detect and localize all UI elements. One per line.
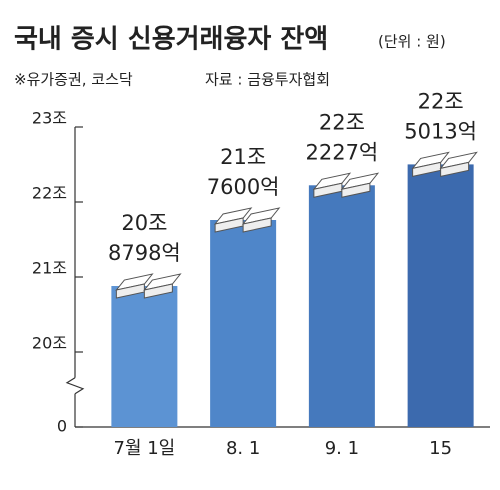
y-tick-label: 0 [57, 417, 67, 436]
money-icon [411, 151, 478, 178]
axis-break [65, 377, 85, 395]
y-tick-label: 21조 [32, 259, 67, 278]
value-label: 2227억 [305, 140, 378, 164]
chart-title: 국내 증시 신용거래융자 잔액 [14, 25, 328, 55]
unit-note: (단위 : 원) [378, 33, 446, 51]
money-side [242, 217, 272, 233]
x-tick-label: 9. 1 [325, 438, 359, 459]
value-label: 5013억 [404, 119, 477, 143]
source: 자료 : 금융투자협회 [205, 71, 330, 89]
y-tick-label: 22조 [32, 184, 67, 203]
x-tick-label: 7월 1일 [114, 438, 176, 459]
note: ※유가증권, 코스닥 [14, 71, 133, 89]
money-side [143, 283, 173, 299]
bar [210, 220, 277, 427]
bar [111, 286, 178, 427]
bar [407, 164, 474, 427]
value-label: 22조 [319, 110, 365, 134]
y-tick-label: 20조 [32, 334, 67, 353]
value-label: 20조 [121, 211, 167, 235]
value-label: 22조 [418, 89, 464, 113]
value-label: 7600억 [207, 175, 280, 199]
y-tick-label: 23조 [32, 109, 67, 128]
bar [308, 185, 375, 427]
value-label: 21조 [220, 145, 266, 169]
money-side [440, 161, 470, 178]
money-icon [312, 172, 380, 198]
x-tick-label: 8. 1 [226, 438, 260, 459]
money-icon [213, 207, 281, 233]
money-side [341, 182, 371, 198]
x-tick-label: 15 [429, 438, 452, 459]
money-icon [115, 273, 182, 299]
value-label: 8798억 [108, 241, 181, 265]
